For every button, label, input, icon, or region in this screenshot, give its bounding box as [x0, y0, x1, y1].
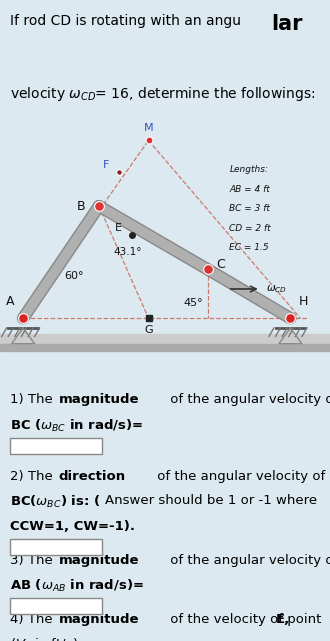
Text: B: B	[77, 199, 85, 213]
Text: of the angular velocity of rod: of the angular velocity of rod	[166, 553, 330, 567]
Text: BC = 3 ft: BC = 3 ft	[229, 204, 270, 213]
FancyBboxPatch shape	[10, 599, 102, 614]
Text: M: M	[144, 123, 153, 133]
Text: $\omega_{CD}$: $\omega_{CD}$	[266, 283, 287, 295]
Text: EC = 1.5: EC = 1.5	[229, 243, 269, 252]
Text: 43.1°: 43.1°	[114, 247, 142, 257]
FancyBboxPatch shape	[10, 539, 102, 555]
Text: Lengths:: Lengths:	[229, 165, 268, 174]
Text: AB = 4 ft: AB = 4 ft	[229, 185, 270, 194]
Text: ($V_E$ in ft/s) =: ($V_E$ in ft/s) =	[10, 637, 93, 641]
Text: C: C	[217, 258, 225, 271]
Text: magnitude: magnitude	[59, 553, 139, 567]
Text: E,: E,	[276, 613, 290, 626]
FancyBboxPatch shape	[10, 438, 102, 454]
Text: velocity $\omega_{CD}$= 16, determine the followings:: velocity $\omega_{CD}$= 16, determine th…	[10, 85, 315, 103]
Polygon shape	[12, 328, 35, 344]
Text: Answer should be 1 or -1 where: Answer should be 1 or -1 where	[105, 494, 317, 507]
Text: magnitude: magnitude	[59, 394, 139, 406]
Polygon shape	[279, 328, 302, 344]
Text: of the velocity of point: of the velocity of point	[166, 613, 326, 626]
Text: CCW=1, CW=-1).: CCW=1, CW=-1).	[10, 520, 135, 533]
Text: G: G	[144, 326, 153, 335]
Text: lar: lar	[271, 14, 303, 34]
Text: 3) The: 3) The	[10, 553, 57, 567]
Text: direction: direction	[59, 470, 126, 483]
Text: H: H	[299, 295, 308, 308]
Text: BC ($\omega_{BC}$ in rad/s)=: BC ($\omega_{BC}$ in rad/s)=	[10, 417, 143, 434]
Polygon shape	[0, 334, 330, 344]
Polygon shape	[0, 344, 330, 351]
Text: of the angular velocity of rod: of the angular velocity of rod	[153, 470, 330, 483]
Text: 60°: 60°	[64, 271, 84, 281]
Text: CD = 2 ft: CD = 2 ft	[229, 224, 271, 233]
Text: 4) The: 4) The	[10, 613, 57, 626]
Text: If rod CD is rotating with an angu: If rod CD is rotating with an angu	[10, 14, 241, 28]
Text: AB ($\omega_{AB}$ in rad/s)=: AB ($\omega_{AB}$ in rad/s)=	[10, 578, 144, 594]
Text: E: E	[115, 223, 122, 233]
Text: of the angular velocity of rod: of the angular velocity of rod	[166, 394, 330, 406]
Text: magnitude: magnitude	[59, 613, 139, 626]
Text: F: F	[102, 160, 109, 170]
Text: BC($\omega_{BC}$) is: (: BC($\omega_{BC}$) is: (	[10, 494, 100, 510]
Text: 45°: 45°	[183, 298, 203, 308]
Text: 1) The: 1) The	[10, 394, 57, 406]
Text: A: A	[6, 295, 14, 308]
Text: 2) The: 2) The	[10, 470, 57, 483]
